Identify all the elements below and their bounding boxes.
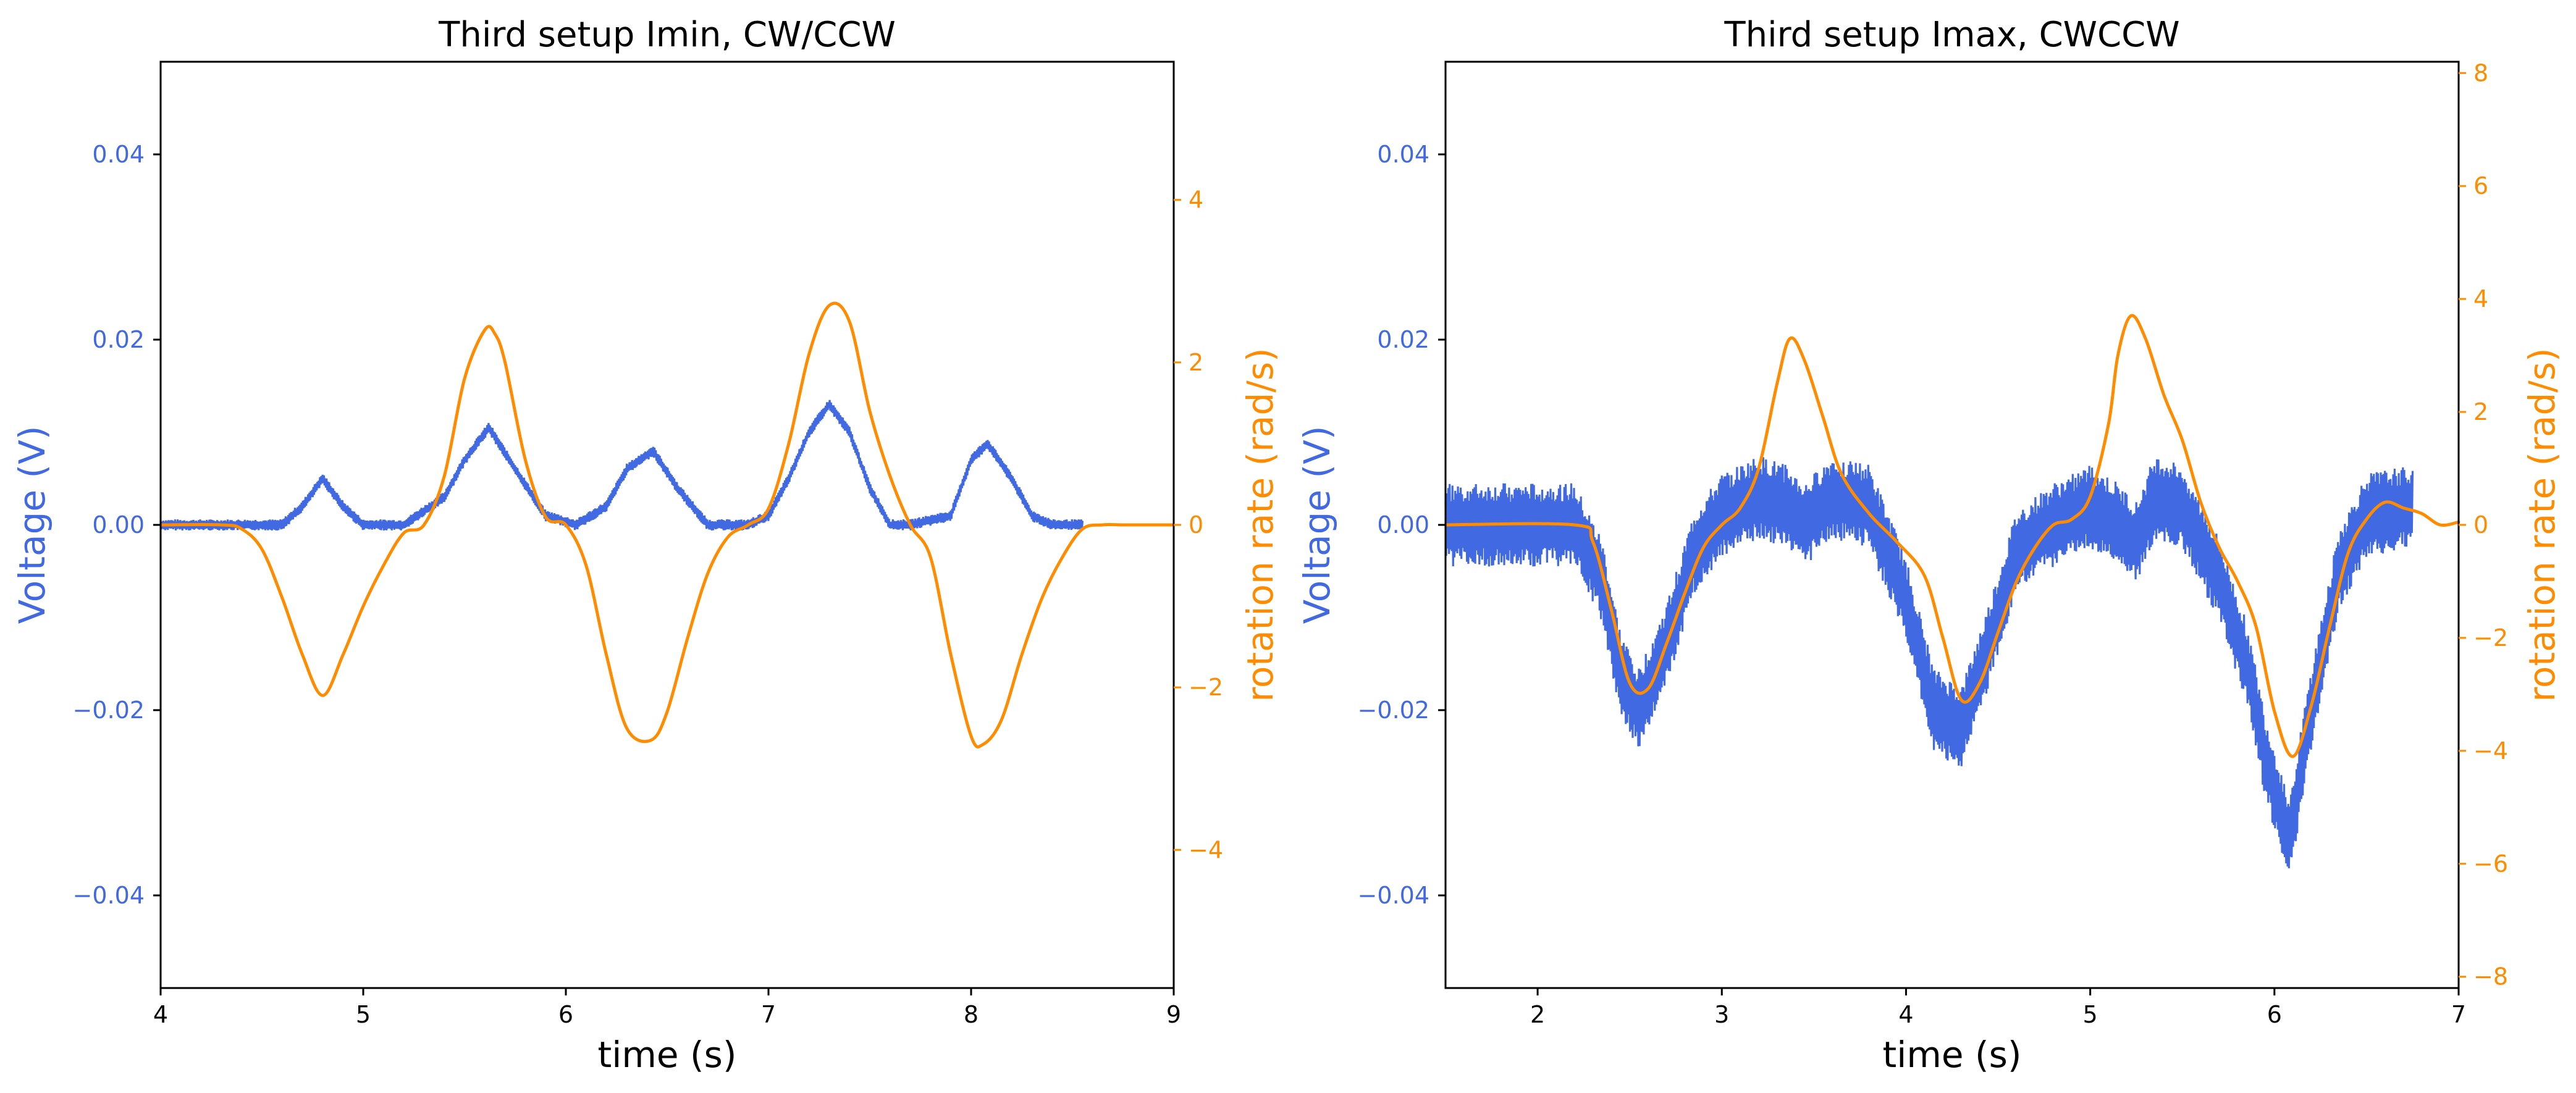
x-axis-label: time (s) bbox=[1883, 1034, 2022, 1076]
y-tick-label: −0.02 bbox=[73, 697, 145, 724]
x-tick-label: 7 bbox=[761, 1001, 776, 1028]
y-tick-label: 0.02 bbox=[92, 326, 145, 353]
series-rotation-line bbox=[1444, 314, 2460, 758]
y-right-tick-label: 2 bbox=[1189, 349, 1203, 376]
y-right-tick-label: 6 bbox=[2473, 172, 2488, 199]
y-axis-left-ticks: −0.04 −0.02 0.00 0.02 0.04 bbox=[73, 141, 161, 909]
y-axis-label-left: Voltage (V) bbox=[11, 426, 53, 624]
x-tick-label: 4 bbox=[153, 1001, 168, 1028]
y-right-tick-label: 0 bbox=[1189, 511, 1203, 538]
plot-frame bbox=[1444, 61, 2460, 989]
y-axis-label-left: Voltage (V) bbox=[1296, 426, 1338, 624]
series-voltage-line bbox=[159, 400, 1084, 531]
y-right-tick-label: 4 bbox=[1189, 186, 1203, 214]
plot-frame bbox=[159, 61, 1175, 989]
y-tick-label: 0.04 bbox=[1377, 141, 1429, 168]
y-right-tick-label: −2 bbox=[1189, 674, 1223, 701]
x-tick-label: 6 bbox=[2267, 1001, 2282, 1028]
y-tick-label: −0.04 bbox=[1358, 882, 1429, 909]
y-axis-right-ticks: −8 −6 −4 −2 0 2 4 6 8 bbox=[2459, 59, 2508, 990]
x-tick-label: 5 bbox=[356, 1001, 371, 1028]
x-tick-label: 3 bbox=[1714, 1001, 1729, 1028]
x-axis-ticks: 2 3 4 5 6 7 bbox=[1530, 988, 2466, 1028]
x-tick-label: 5 bbox=[2083, 1001, 2098, 1028]
series-voltage-line bbox=[1444, 457, 2414, 869]
plot-area bbox=[1444, 314, 2460, 869]
x-tick-label: 4 bbox=[1898, 1001, 1913, 1028]
x-axis-label: time (s) bbox=[598, 1034, 737, 1076]
chart-title: Third setup Imax, CWCCW bbox=[1724, 15, 2179, 55]
y-right-tick-label: 8 bbox=[2473, 59, 2488, 86]
x-tick-label: 9 bbox=[1166, 1001, 1181, 1028]
plot-area bbox=[159, 301, 1176, 748]
x-tick-label: 8 bbox=[964, 1001, 979, 1028]
y-right-tick-label: −8 bbox=[2473, 963, 2508, 990]
x-tick-label: 7 bbox=[2451, 1001, 2466, 1028]
series-rotation-line bbox=[159, 301, 1176, 748]
y-right-tick-label: −4 bbox=[1189, 836, 1223, 863]
y-tick-label: −0.02 bbox=[1358, 697, 1429, 724]
y-right-tick-label: 0 bbox=[2473, 511, 2488, 538]
y-tick-label: 0.04 bbox=[92, 141, 145, 168]
y-tick-label: −0.04 bbox=[73, 882, 145, 909]
x-axis-ticks: 4 5 6 7 8 9 bbox=[153, 988, 1181, 1028]
y-axis-label-right: rotation rate (rad/s) bbox=[1239, 348, 1281, 701]
y-tick-label: 0.00 bbox=[1377, 511, 1429, 538]
y-axis-right-ticks: −4 −2 0 2 4 bbox=[1174, 186, 1223, 863]
y-tick-label: 0.00 bbox=[92, 511, 145, 538]
y-axis-left-ticks: −0.04 −0.02 0.00 0.02 0.04 bbox=[1358, 141, 1446, 909]
y-axis-label-right: rotation rate (rad/s) bbox=[2521, 348, 2563, 701]
y-right-tick-label: 4 bbox=[2473, 285, 2488, 312]
y-right-tick-label: −6 bbox=[2473, 850, 2508, 877]
chart-title: Third setup Imin, CW/CCW bbox=[438, 15, 896, 55]
x-tick-label: 6 bbox=[558, 1001, 573, 1028]
y-tick-label: 0.02 bbox=[1377, 326, 1429, 353]
y-right-tick-label: 2 bbox=[2473, 398, 2488, 425]
y-right-tick-label: −4 bbox=[2473, 737, 2508, 764]
x-tick-label: 2 bbox=[1530, 1001, 1545, 1028]
y-right-tick-label: −2 bbox=[2473, 624, 2508, 651]
